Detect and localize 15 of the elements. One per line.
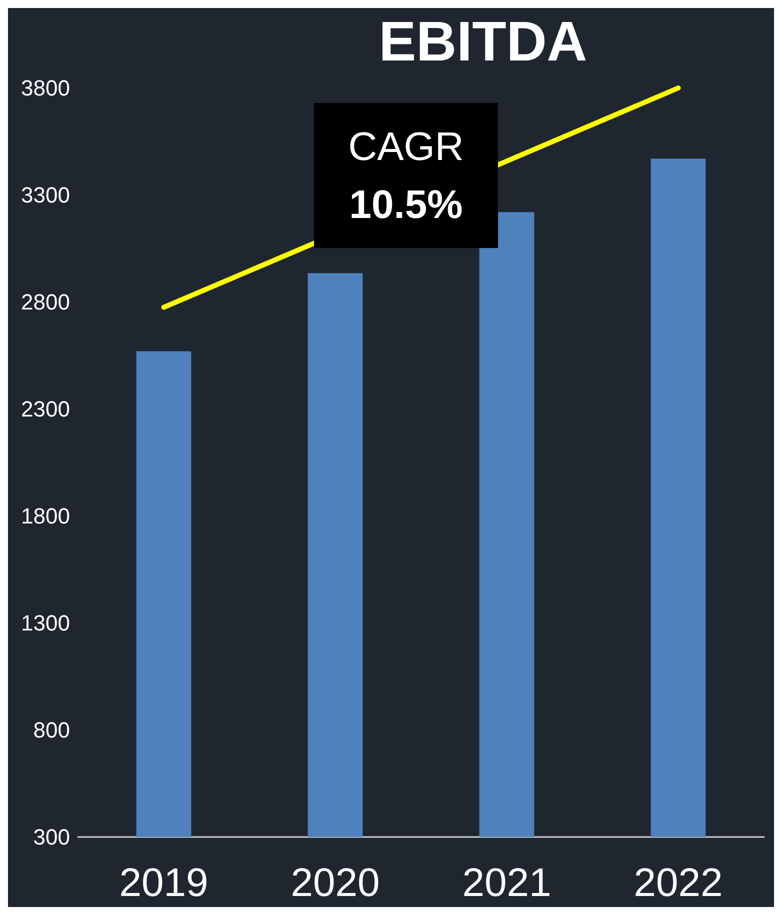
- annotation: 10.5%: [349, 183, 463, 227]
- y-tick-label: 1800: [21, 504, 70, 528]
- x-tick-label: 2019: [119, 861, 208, 905]
- y-tick-label: 2300: [21, 396, 70, 422]
- y-tick-label: 3300: [21, 182, 70, 208]
- x-tick-label: 2021: [462, 861, 552, 905]
- y-tick-label: 2800: [21, 290, 70, 314]
- y-tick-label: 1300: [21, 610, 70, 636]
- y-tick-label: 800: [33, 718, 70, 742]
- chart-title: EBITDA: [378, 10, 588, 72]
- x-tick-label: 2020: [290, 861, 380, 905]
- annotation: CAGR: [348, 125, 464, 169]
- y-tick-label: 300: [33, 824, 70, 850]
- x-tick-label: 2022: [634, 861, 723, 905]
- y-tick-label: 3800: [21, 76, 70, 100]
